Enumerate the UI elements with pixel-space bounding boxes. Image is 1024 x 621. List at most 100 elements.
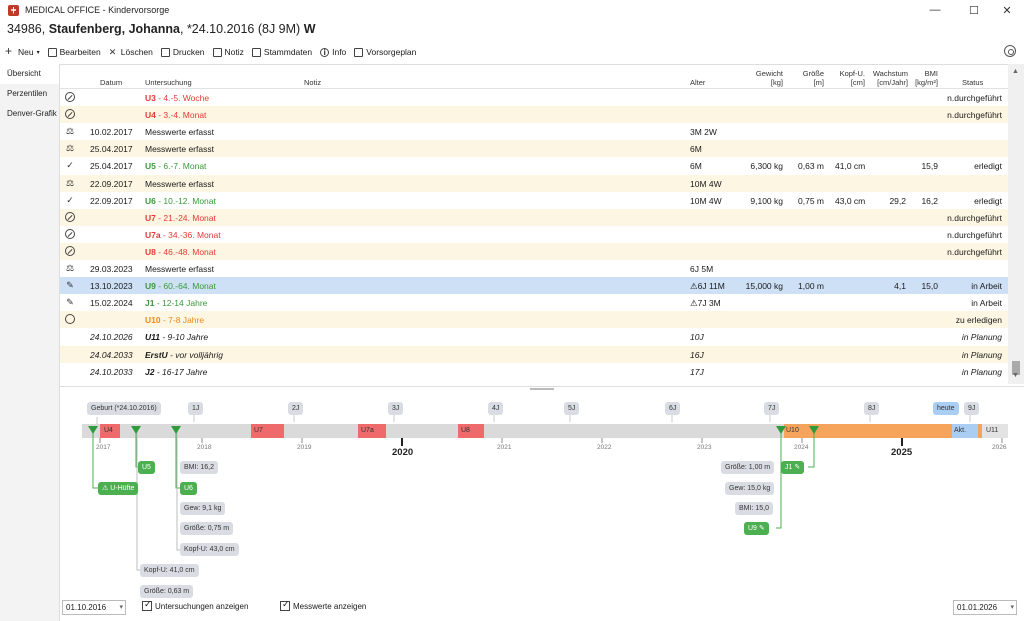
table-scrollbar[interactable]: ▲ ▼ (1008, 64, 1024, 384)
exam-range: - 60.-64. Monat (155, 281, 216, 292)
event-u6[interactable]: U6 (180, 482, 197, 495)
table-row[interactable]: 24.04.2033 ErstU - vor volljährig 16J in Pl… (60, 345, 1008, 363)
akt-segment[interactable] (952, 424, 978, 438)
table-row[interactable]: ⚖ 22.09.2017 Messwerte erfasst 10M 4W (60, 174, 1008, 192)
measure-kopf-41[interactable]: Kopf-U: 41,0 cm (140, 564, 199, 577)
measure-groesse-1-00[interactable]: Größe: 1,00 m (721, 461, 775, 474)
event-j1[interactable]: J1 ✎ (781, 461, 805, 474)
close-button[interactable]: ✕ (1002, 4, 1012, 17)
u9-marker[interactable] (776, 426, 786, 434)
chk-untersuchungen[interactable]: Untersuchungen anzeigen (142, 599, 248, 611)
table-row[interactable]: U3 - 4.-5. Woche n.durchgeführt (60, 89, 1008, 106)
cell-untersuchung: U8 - 46.-48. Monat (145, 247, 216, 257)
scrollbar-thumb[interactable] (1012, 361, 1020, 375)
col-notiz[interactable]: Notiz (304, 78, 322, 87)
nav-denver-chart[interactable]: Denver-Grafik (7, 109, 57, 118)
u7-segment[interactable] (251, 424, 284, 438)
col-wachstum[interactable]: Wachstum [cm/Jahr] (868, 69, 908, 87)
table-row[interactable]: ⚖ 29.03.2023 Messwerte erfasst 6J 5M (60, 260, 1008, 277)
new-button[interactable]: Neu ▾ (5, 44, 40, 58)
table-row[interactable]: 24.10.2026 U11 - 9-10 Jahre 10J in Planung (60, 328, 1008, 345)
u10-segment[interactable] (784, 424, 952, 438)
table-row[interactable]: ✎ 13.10.2023 U9 - 60.-64. Monat ⚠6J 11M 15,0… (60, 277, 1008, 295)
u8-segment[interactable] (458, 424, 484, 438)
measure-gew-15-0[interactable]: Gew: 15,0 kg (725, 482, 775, 495)
cell-status: n.durchgeführt (947, 229, 1002, 240)
checkbox-checked-icon[interactable] (280, 599, 290, 611)
cell-status: in Planung (961, 366, 1002, 377)
info-button[interactable]: Info (320, 47, 346, 57)
col-groesse[interactable]: Größe [m] (796, 69, 824, 87)
gear-icon[interactable] (1004, 45, 1016, 57)
j1-marker[interactable] (809, 426, 819, 434)
splitter-grip[interactable] (530, 388, 554, 390)
nav-percentiles[interactable]: Perzentilen (7, 89, 48, 98)
measure-groesse-0-63[interactable]: Größe: 0,63 m (140, 585, 194, 598)
measure-bmi-16-2[interactable]: BMI: 16,2 (180, 461, 218, 474)
scroll-down-icon[interactable]: ▼ (1012, 372, 1019, 379)
measure-kopf-43[interactable]: Kopf-U: 43,0 cm (180, 543, 239, 556)
side-nav: Übersicht Perzentilen Denver-Grafik (0, 64, 60, 621)
minimize-button[interactable]: — (929, 4, 941, 16)
u4-segment[interactable] (100, 424, 120, 438)
col-status[interactable]: Status (962, 78, 984, 87)
table-row[interactable]: U8 - 46.-48. Monat n.durchgeführt (60, 242, 1008, 260)
delete-button[interactable]: Löschen (109, 47, 153, 58)
date-to-picker[interactable]: 01.01.2026 ▾ (953, 600, 1017, 615)
event-u5[interactable]: U5 (138, 461, 155, 474)
checkbox-checked-icon[interactable] (142, 599, 152, 611)
measure-groesse-0-75[interactable]: Größe: 0,75 m (180, 522, 234, 535)
age-label-6: 6J (665, 402, 681, 415)
app-logo-icon (8, 4, 19, 16)
cell-datum: 24.10.2033 (90, 366, 133, 377)
table-row[interactable]: ✓ 25.04.2017 U5 - 6.-7. Monat 6M 6,300 kg 0,6… (60, 157, 1008, 174)
measure-gew-9-1[interactable]: Gew: 9,1 kg (180, 502, 226, 515)
calendar-dropdown-icon[interactable]: ▾ (1010, 604, 1014, 611)
calendar-dropdown-icon[interactable]: ▾ (119, 604, 123, 611)
note-button[interactable]: Notiz (212, 47, 244, 57)
u7a-segment[interactable] (358, 424, 386, 438)
prevention-plan-label: Vorsorgeplan (366, 47, 417, 57)
scroll-up-icon[interactable]: ▲ (1012, 68, 1019, 75)
u11-segment[interactable] (982, 424, 1008, 438)
uhuefte-marker[interactable] (88, 426, 98, 434)
table-row[interactable]: ⚖ 10.02.2017 Messwerte erfasst 3M 2W (60, 123, 1008, 140)
col-alter[interactable]: Alter (690, 78, 706, 87)
event-u9[interactable]: U9 ✎ (744, 522, 769, 535)
col-kopf[interactable]: Kopf-U. [cm] (835, 69, 865, 87)
event-u9-label: U9 (748, 525, 757, 532)
chk-messwerte[interactable]: Messwerte anzeigen (280, 599, 366, 611)
table-row[interactable]: U7a - 34.-36. Monat n.durchgeführt (60, 226, 1008, 243)
year-2026: 2026 (992, 444, 1007, 451)
table-row[interactable]: U10 - 7-8 Jahre zu erledigen (60, 311, 1008, 329)
cell-groesse: 1,00 m (798, 281, 824, 292)
table-row[interactable]: U4 - 3.-4. Monat n.durchgeführt (60, 106, 1008, 124)
measure-connectors (136, 431, 180, 571)
master-data-button[interactable]: Stammdaten (251, 47, 312, 57)
col-bmi[interactable]: BMI [kg/m²] (910, 69, 938, 87)
cell-alter: 17J (690, 366, 704, 377)
plus-icon (5, 44, 15, 58)
cell-datum: 10.02.2017 (90, 127, 133, 138)
u5-marker[interactable] (131, 426, 141, 434)
table-row[interactable]: 24.10.2033 J2 - 16-17 Jahre 17J in Planung (60, 363, 1008, 380)
print-button[interactable]: Drucken (160, 47, 205, 57)
maximize-button[interactable]: ☐ (969, 4, 979, 17)
exam-code: U5 (145, 161, 156, 172)
col-gewicht[interactable]: Gewicht [kg] (750, 69, 783, 87)
table-row[interactable]: ✎ 15.02.2024 J1 - 12-14 Jahre ⚠7J 3M in Arbe… (60, 294, 1008, 311)
exam-range: - 21.-24. Monat (155, 212, 216, 223)
measure-bmi-15-0[interactable]: BMI: 15,0 (735, 502, 773, 515)
table-row[interactable]: ✓ 22.09.2017 U6 - 10.-12. Monat 10M 4W 9,100… (60, 192, 1008, 209)
col-untersuchung[interactable]: Untersuchung (145, 78, 192, 87)
u6-marker[interactable] (171, 426, 181, 434)
nav-overview[interactable]: Übersicht (0, 64, 59, 84)
date-from-picker[interactable]: 01.10.2016 ▾ (62, 600, 126, 615)
table-row[interactable]: ⚖ 25.04.2017 Messwerte erfasst 6M (60, 140, 1008, 158)
edit-button[interactable]: Bearbeiten (47, 47, 101, 57)
table-row[interactable]: U7 - 21.-24. Monat n.durchgeführt (60, 208, 1008, 226)
splitter[interactable] (60, 386, 1024, 392)
prevention-plan-button[interactable]: Vorsorgeplan (354, 47, 416, 57)
col-datum[interactable]: Datum (100, 78, 123, 87)
event-uhuefte[interactable]: ⚠ U-Hüfte (98, 482, 139, 495)
